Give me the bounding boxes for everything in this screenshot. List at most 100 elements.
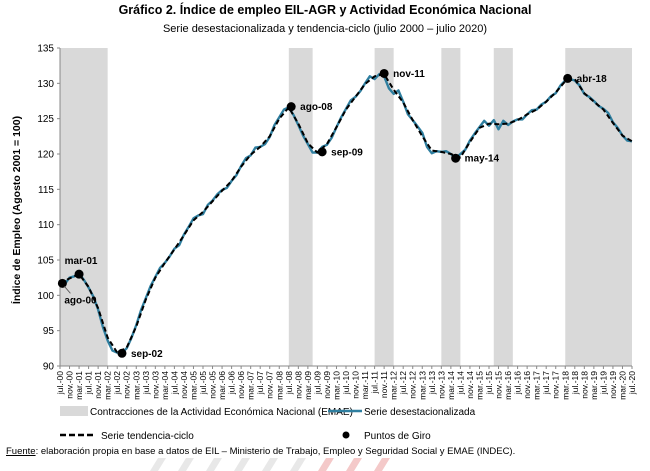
x-tick-label: nov.-06 — [236, 371, 246, 399]
contraction-band-2 — [288, 48, 313, 366]
y-tick-label: 115 — [38, 185, 54, 196]
x-tick-label: mar.-08 — [274, 371, 284, 400]
x-tick-label: jul.-16 — [513, 371, 523, 395]
legend-turning-point-marker — [342, 431, 350, 439]
contraction-band-6 — [565, 48, 632, 366]
x-tick-label: jul.-00 — [55, 371, 65, 395]
x-tick-label: jul.-13 — [427, 371, 437, 395]
turning-point-nov-11 — [379, 68, 389, 78]
x-tick-label: nov.-10 — [351, 371, 361, 399]
x-tick-labels: jul.-00 nov.-00 mar.-01 jul.-01 nov.-01 mar.-… — [55, 366, 637, 400]
x-tick-label: jul.-18 — [570, 371, 580, 395]
decorative-footer-stripes — [150, 458, 390, 471]
x-tick-label: nov.-00 — [65, 371, 75, 399]
x-tick-label: nov.-16 — [522, 371, 532, 399]
x-tick-label: jul.-10 — [341, 371, 351, 395]
x-tick-label: jul.-19 — [598, 371, 608, 395]
source-prefix: Fuente — [6, 446, 36, 457]
legend-turning-points-label: Puntos de Giro — [364, 431, 431, 442]
x-tick-label: mar.-03 — [131, 371, 141, 400]
x-tick-label: nov.-12 — [408, 371, 418, 399]
legend: Contracciones de la Actividad Económica … — [60, 406, 476, 442]
x-tick-label: mar.-02 — [103, 371, 113, 400]
x-tick-label: mar.-05 — [188, 371, 198, 400]
x-tick-label: mar.-11 — [360, 371, 370, 399]
x-tick-label: mar.-15 — [474, 371, 484, 400]
turning-point-sep-09 — [317, 147, 327, 157]
x-tick-label: nov.-19 — [608, 371, 618, 399]
y-tick-label: 135 — [37, 44, 54, 55]
x-tick-label: nov.-02 — [122, 371, 132, 399]
turning-point-label: abr-18 — [577, 74, 607, 85]
x-tick-label: jul.-08 — [284, 371, 294, 395]
x-tick-label: mar.-01 — [74, 371, 84, 400]
x-tick-label: nov.-03 — [150, 371, 160, 399]
source-text: : elaboración propia en base a datos de … — [35, 446, 516, 457]
x-tick-label: mar.-14 — [446, 371, 456, 400]
y-axis-label: Índice de Empleo (Agosto 2001 = 100) — [10, 116, 23, 304]
legend-contractions-swatch — [60, 406, 88, 416]
x-tick-label: mar.-09 — [303, 371, 313, 400]
y-tick-label: 95 — [43, 326, 55, 337]
y-tick-label: 130 — [37, 79, 54, 90]
x-tick-label: mar.-18 — [560, 371, 570, 400]
y-tick-label: 90 — [43, 362, 55, 373]
x-tick-label: mar.-06 — [217, 371, 227, 400]
x-tick-label: mar.-20 — [617, 371, 627, 400]
x-tick-label: mar.-17 — [532, 371, 542, 400]
source-note: Fuente: elaboración propia en base a dat… — [6, 446, 515, 457]
x-tick-label: mar.-12 — [389, 371, 399, 400]
turning-point-label: ago-00 — [64, 295, 97, 306]
x-tick-label: nov.-05 — [208, 371, 218, 399]
x-tick-label: nov.-13 — [436, 371, 446, 399]
x-tick-label: nov.-01 — [93, 371, 103, 399]
contraction-bands — [60, 48, 632, 366]
turning-point-may-14 — [451, 153, 461, 163]
x-tick-label: nov.-17 — [551, 371, 561, 399]
x-tick-label: jul.-09 — [312, 371, 322, 395]
x-tick-label: jul.-07 — [255, 371, 265, 395]
turning-point-ago-08 — [286, 102, 296, 112]
turning-point-label: ago-08 — [300, 102, 333, 113]
x-tick-label: nov.-18 — [579, 371, 589, 399]
x-tick-label: jul.-04 — [169, 371, 179, 395]
turning-point-label: may-14 — [465, 154, 500, 165]
x-tick-label: nov.-11 — [379, 371, 389, 398]
chart-title: Gráfico 2. Índice de empleo EIL-AGR y Ac… — [118, 3, 532, 17]
trend-cycle-line — [59, 73, 633, 354]
y-tick-labels: 90 95 100 105 110 115 120 125 130 135 — [37, 44, 60, 373]
x-tick-label: jul.-01 — [84, 371, 94, 395]
x-tick-label: jul.-17 — [541, 371, 551, 395]
y-tick-label: 125 — [37, 114, 54, 125]
x-tick-label: jul.-12 — [398, 371, 408, 395]
turning-point-leader — [64, 286, 71, 294]
x-tick-label: mar.-07 — [246, 371, 256, 400]
x-tick-label: nov.-04 — [179, 371, 189, 399]
x-tick-label: mar.-13 — [417, 371, 427, 400]
axes — [59, 48, 632, 367]
x-tick-label: jul.-02 — [112, 371, 122, 395]
turning-point-label: sep-02 — [131, 349, 163, 360]
turning-points: ago-00 mar-01 sep-02 ago-08 sep-09 nov-11 may-… — [57, 68, 607, 360]
x-tick-label: jul.-05 — [198, 371, 208, 395]
x-tick-label: nov.-08 — [293, 371, 303, 399]
turning-point-mar-01 — [74, 269, 84, 279]
x-tick-label: mar.-16 — [503, 371, 513, 400]
x-tick-label: jul.-14 — [455, 371, 465, 395]
turning-point-label: mar-01 — [65, 256, 98, 267]
y-tick-label: 100 — [37, 291, 54, 302]
contraction-band-3 — [374, 48, 394, 366]
turning-point-label: sep-09 — [331, 147, 363, 158]
legend-trend-label: Serie tendencia-ciclo — [101, 431, 194, 442]
turning-point-label: nov-11 — [393, 69, 425, 80]
x-tick-label: mar.-04 — [160, 371, 170, 400]
turning-point-abr-18 — [563, 73, 573, 83]
x-tick-label: mar.-10 — [331, 371, 341, 400]
x-tick-label: mar.-19 — [589, 371, 599, 400]
x-tick-label: nov.-07 — [265, 371, 275, 399]
x-tick-label: jul.-11 — [370, 371, 380, 395]
seasonally-adjusted-line — [59, 72, 633, 354]
x-tick-label: nov.-09 — [322, 371, 332, 399]
legend-seasonal-label: Serie desestacionalizada — [364, 407, 476, 418]
